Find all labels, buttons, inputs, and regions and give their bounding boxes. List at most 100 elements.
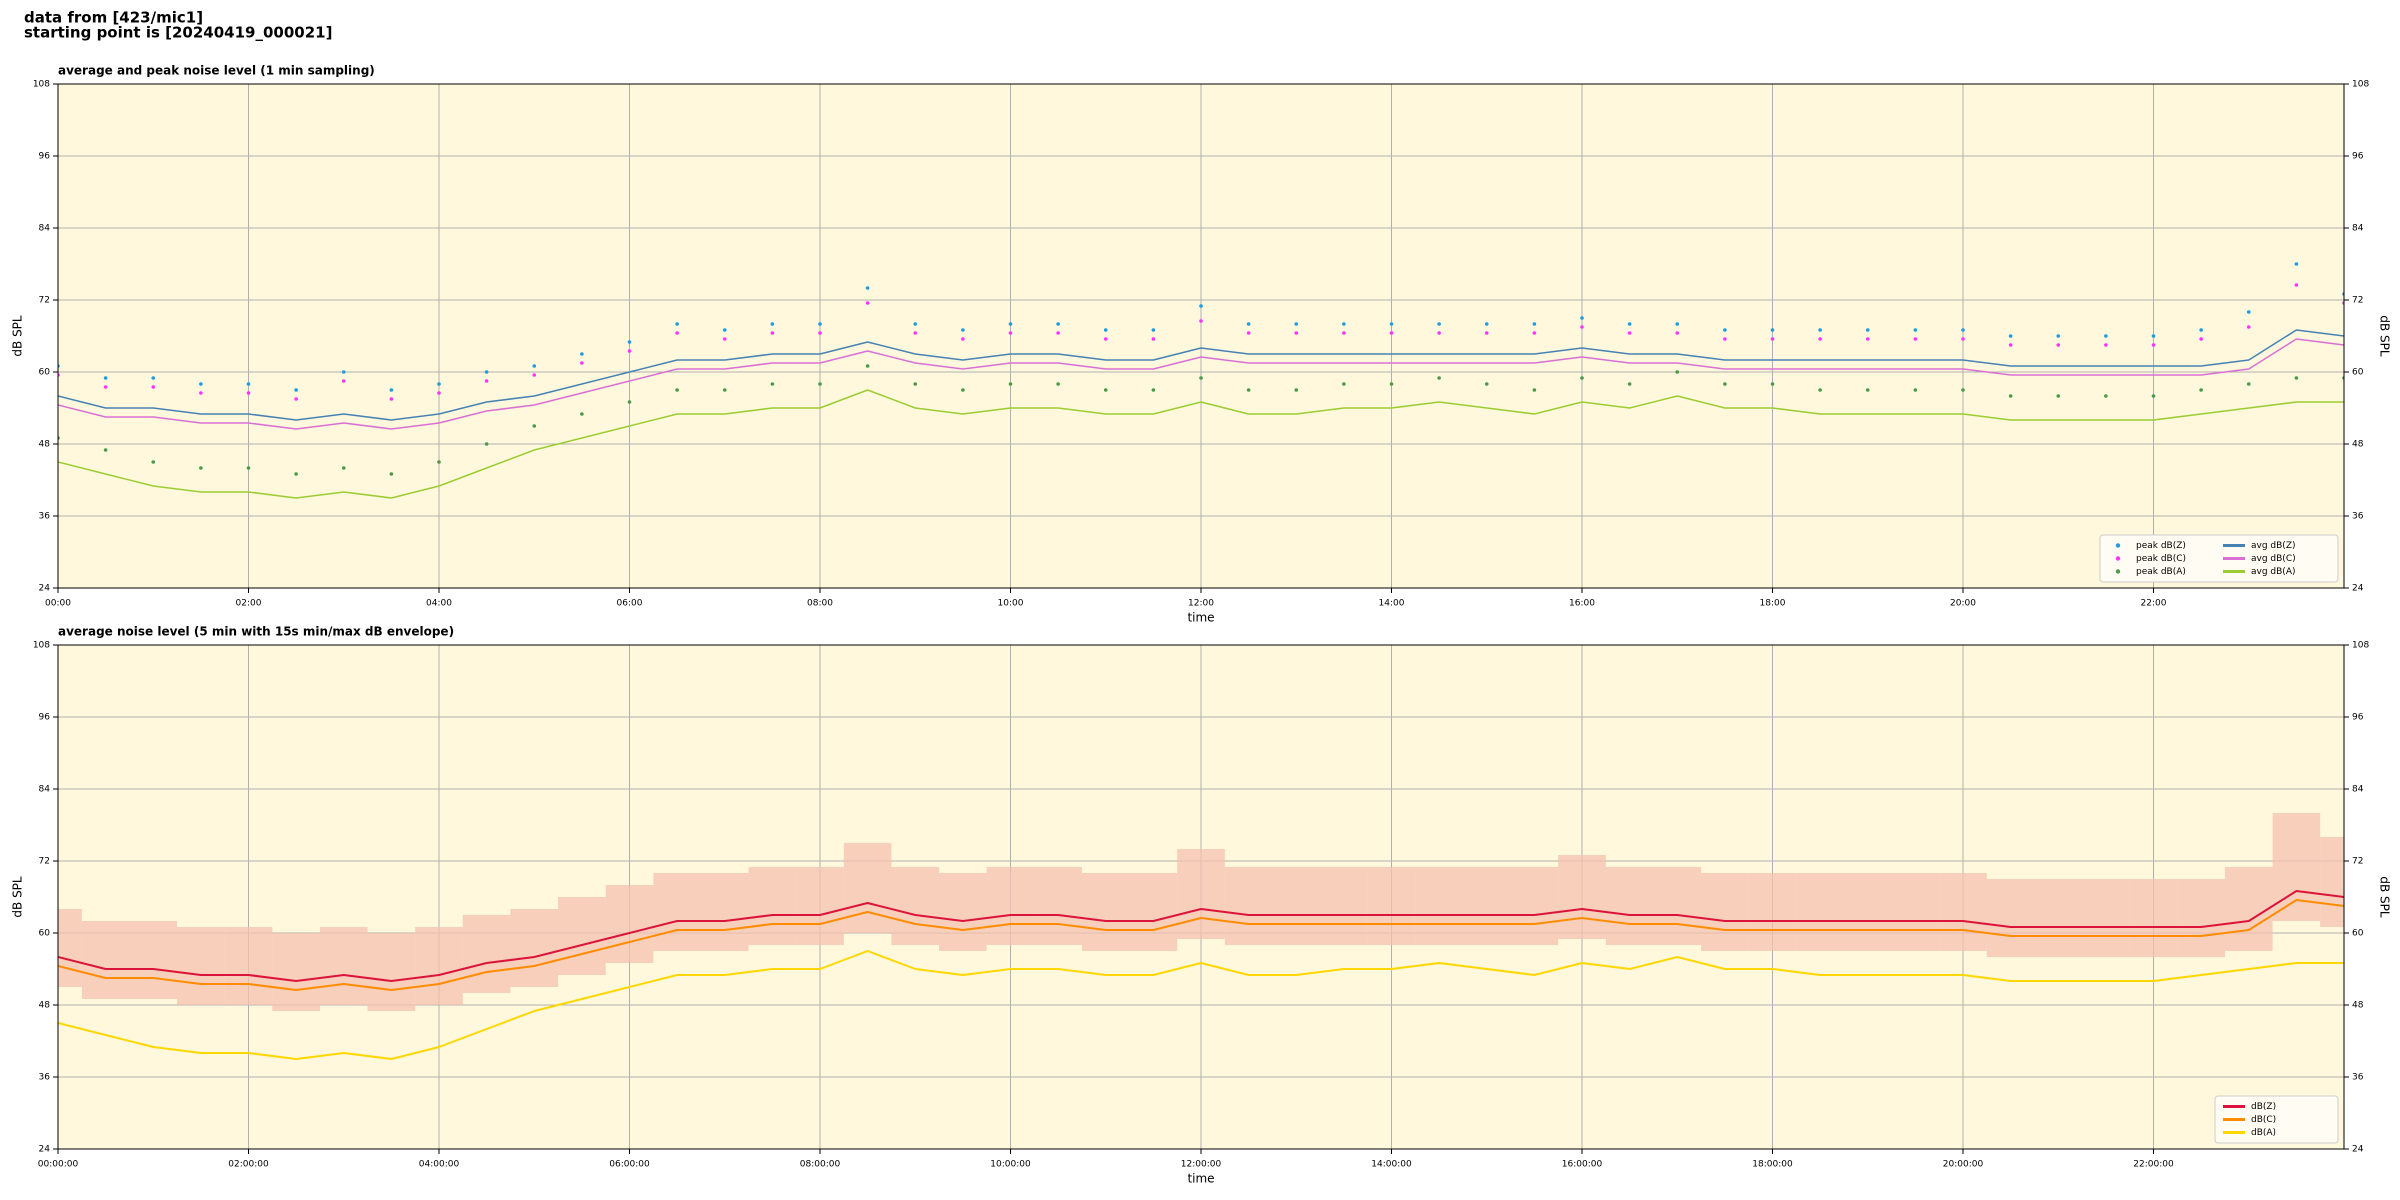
envelope-band [1939, 873, 1987, 951]
y-tick-label: 24 [2352, 1145, 2364, 1155]
legend-label: avg dB(A) [2251, 567, 2295, 577]
y-tick-label: 96 [39, 713, 51, 723]
envelope-band [177, 927, 225, 1005]
peak-point [818, 382, 822, 386]
peak-point [2008, 334, 2013, 338]
y-tick-label: 108 [33, 80, 50, 90]
peak-point [722, 388, 727, 392]
envelope-band [1462, 867, 1511, 945]
peak-point [961, 328, 965, 332]
peak-point [2104, 343, 2108, 347]
peak-point [1723, 382, 1727, 386]
envelope-band [796, 867, 844, 945]
peak-point [1818, 388, 1822, 392]
y-tick-label: 60 [2352, 368, 2364, 378]
x-tick-label: 10:00:00 [990, 1160, 1031, 1170]
peak-point [437, 382, 441, 386]
peak-point [1056, 331, 1060, 335]
envelope-band [1701, 873, 1749, 951]
legend-marker [2115, 556, 2121, 561]
y-tick-label: 36 [39, 1073, 51, 1083]
y-tick-label: 84 [2352, 224, 2364, 234]
peak-point [1246, 388, 1251, 392]
y-axis-label: dB SPL [11, 876, 25, 918]
envelope-band [1891, 873, 1940, 951]
peak-point [2008, 343, 2013, 347]
x-tick-label: 08:00 [807, 599, 833, 609]
peak-point [294, 397, 298, 401]
peak-point [770, 382, 775, 386]
envelope-band [700, 873, 749, 951]
peak-point [1770, 328, 1775, 332]
x-tick-label: 02:00:00 [228, 1160, 269, 1170]
peak-point [770, 331, 775, 335]
y-tick-label: 24 [2352, 584, 2364, 594]
peak-point [1818, 328, 1822, 332]
peak-point [722, 328, 727, 332]
peak-point [675, 388, 679, 392]
peak-point [1961, 328, 1965, 332]
envelope-band [81, 921, 130, 999]
y-tick-label: 96 [39, 152, 51, 162]
x-tick-label: 00:00 [45, 599, 71, 609]
peak-point [1675, 322, 1680, 326]
envelope-band [1129, 873, 1178, 951]
envelope-band [129, 921, 178, 999]
peak-point [1342, 382, 1346, 386]
peak-point [2199, 388, 2203, 392]
envelope-band [1796, 873, 1844, 951]
peak-point [294, 472, 298, 476]
envelope-band [1177, 849, 1225, 939]
panel-title: average noise level (5 min with 15s min/… [58, 625, 454, 639]
peak-point [818, 331, 822, 335]
peak-point [484, 379, 489, 383]
peak-point [246, 391, 251, 395]
peak-point [341, 379, 346, 383]
peak-point [151, 376, 156, 380]
peak-point [2246, 325, 2251, 329]
peak-point [389, 472, 394, 476]
envelope-band [2129, 879, 2178, 957]
envelope-band [2082, 879, 2130, 957]
panel: average noise level (5 min with 15s min/… [11, 625, 2392, 1186]
series-line [58, 899, 2344, 991]
peak-point [1532, 322, 1537, 326]
peak-point [1008, 382, 1013, 386]
x-tick-label: 18:00:00 [1752, 1160, 1793, 1170]
x-tick-label: 06:00:00 [609, 1160, 650, 1170]
envelope-band [843, 843, 892, 933]
peak-point [2199, 337, 2203, 341]
peak-point [199, 391, 203, 395]
peak-point [1580, 376, 1584, 380]
peak-point [199, 382, 203, 386]
y-tick-label: 48 [2352, 440, 2364, 450]
peak-point [151, 460, 156, 464]
envelope-band [415, 927, 463, 1005]
y-tick-label: 24 [39, 584, 51, 594]
peak-point [1580, 325, 1584, 329]
legend-label: dB(C) [2251, 1115, 2276, 1125]
envelope-band [272, 933, 320, 1011]
legend-box [2099, 534, 2339, 583]
peak-point [580, 352, 584, 356]
peak-point [1103, 388, 1108, 392]
envelope-band [2224, 867, 2273, 951]
peak-point [1484, 382, 1489, 386]
peak-point [294, 388, 298, 392]
envelope-band [319, 927, 368, 1005]
peak-point [770, 322, 775, 326]
peak-point [1008, 322, 1013, 326]
y-tick-label: 84 [2352, 785, 2364, 795]
peak-point [2246, 310, 2251, 314]
y-tick-label: 96 [2352, 152, 2364, 162]
y-tick-label: 48 [39, 1001, 51, 1011]
peak-point [1532, 331, 1537, 335]
plot-frame [57, 83, 2345, 589]
header-line: data from [423/mic1] [24, 9, 203, 27]
legend-label: peak dB(A) [2136, 567, 2186, 577]
peak-point [1770, 337, 1775, 341]
peak-point [1199, 304, 1203, 308]
envelope-band [462, 915, 511, 993]
peak-point [389, 388, 394, 392]
